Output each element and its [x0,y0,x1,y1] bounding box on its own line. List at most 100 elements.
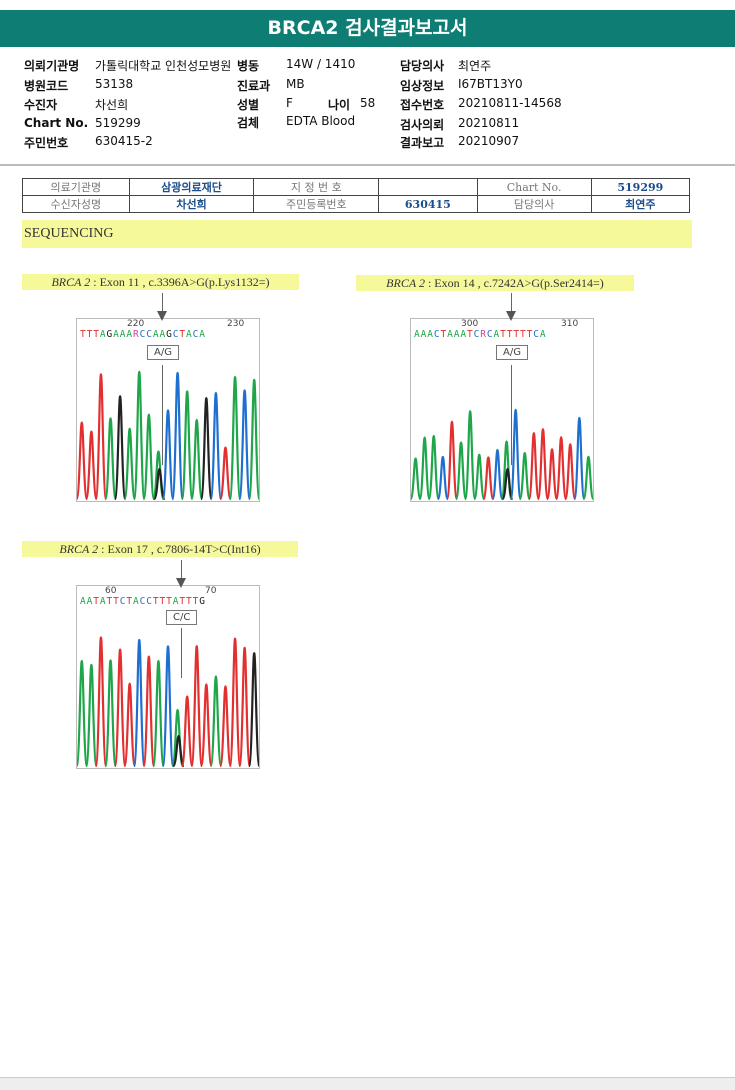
base-letter: T [152,596,160,607]
chromatogram: 220 230 TTTAGAAARCCAAGCTACA A/G [76,293,260,502]
table-cell: 최연주 [590,195,691,213]
trace-peak [427,435,440,501]
base-letter: A [414,329,421,340]
ward-label: 병동 [237,59,260,73]
base-letter: G [166,329,173,340]
base-letter: C [146,329,153,340]
gene-name: BRCA 2 [59,542,99,556]
base-letter: A [539,329,547,340]
trace-peak [209,675,223,768]
trace-peak [491,449,504,501]
base-letter: A [86,596,94,607]
sex-value: F [286,96,293,110]
age-value: 58 [360,96,376,110]
base-letter: T [126,596,133,607]
base-letter: T [506,329,514,340]
institution-label: 의뢰기관명 [24,59,80,73]
trace-peak [228,375,242,501]
gene-name: BRCA 2 [51,275,91,289]
table-row: 의료기관명 삼광의료재단 지 정 번 호 Chart No. 519299 [22,178,691,196]
request-label: 검사의뢰 [400,118,445,132]
trace-peak [411,457,422,501]
base-letter: T [106,596,114,607]
genotype-call: A/G [496,345,528,360]
trace-peak [247,378,259,501]
base-letter: C [533,329,540,340]
trace-peak [436,455,449,501]
trace-peak [104,417,117,501]
base-letter: T [467,329,474,340]
base-letter: A [447,329,454,340]
genotype-call: A/G [147,345,179,360]
table-cell: 담당의사 [476,195,592,213]
position-number: 300 [461,319,479,329]
base-letter: A [126,329,133,340]
variant-label: BRCA 2 : Exon 14 , c.7242A>G(p.Ser2414=) [356,275,634,291]
trace-peak [180,695,194,768]
arrow-line [511,293,512,317]
base-letter: C [146,596,153,607]
trace-peak [77,659,89,768]
base-sequence: AATATTCTACCTTTATTTG [80,596,206,607]
arrow-line [181,560,182,586]
trace-peak [94,636,108,768]
table-cell: 수신자성명 [22,195,130,213]
chart-value: 519299 [95,116,141,130]
base-letter: C [172,329,180,340]
position-number: 60 [105,586,117,596]
trace-plot [411,408,593,501]
trace-peak [142,413,156,501]
patient-value: 차선희 [95,98,129,112]
base-letter: G [106,329,114,340]
base-letter: A [152,329,160,340]
position-number: 310 [561,319,579,329]
scan-header-table: 의료기관명 삼광의료재단 지 정 번 호 Chart No. 519299 수신… [22,178,691,213]
chromatogram: 60 70 AATATTCTACCTTTATTTG C/C [76,560,260,769]
base-letter: A [172,596,180,607]
base-letter: T [500,329,507,340]
base-letter: A [493,329,501,340]
trace-peak [545,448,559,501]
trace-peak [573,416,586,501]
base-letter: C [473,329,481,340]
trace-peak [473,453,486,501]
base-letter: T [526,329,534,340]
position-number: 230 [227,319,245,329]
arrow-down-icon [506,311,516,321]
trace-peak [77,421,89,501]
base-letter: T [186,596,193,607]
arrow-down-icon [157,311,167,321]
base-letter: T [192,596,200,607]
call-line [162,365,163,465]
genotype-call: C/C [166,610,198,625]
institution-value: 가톨릭대학교 인천성모병원 [95,59,232,73]
receipt-label: 접수번호 [400,98,445,112]
table-cell: 의료기관명 [22,178,130,196]
trace-peak [113,395,127,501]
base-letter: T [93,596,100,607]
arrow-down-icon [176,578,186,588]
trace-peak [132,370,146,501]
trace-peak [85,663,98,768]
variant-desc: : Exon 11 , c.3396A>G(p.Lys1132=) [90,275,270,289]
trace-peak [153,467,166,501]
table-cell: Chart No. [476,178,592,196]
base-letter: A [80,596,87,607]
report-date-label: 결과보고 [400,136,445,150]
receipt-value: 20210811-14568 [458,96,562,110]
dept-label: 진료과 [237,79,271,93]
arrow-line [162,293,163,317]
trace-peak [104,659,117,768]
trace-peak [171,371,184,501]
table-row: 수신자성명 차선희 주민등록번호 630415 담당의사 최연주 [22,195,691,213]
base-sequence: AAACTAAATCRCATTTTTCA [414,329,547,340]
table-cell: 519299 [590,178,691,196]
request-value: 20210811 [458,116,520,130]
base-sequence: TTTAGAAARCCAAGCTACA [80,329,206,340]
base-letter: R [133,329,140,340]
id-value: 630415-2 [95,134,153,148]
trace-peak [238,389,251,501]
base-letter: C [139,596,147,607]
table-cell: 630415 [378,195,478,213]
chart-label: Chart No. [24,116,89,130]
